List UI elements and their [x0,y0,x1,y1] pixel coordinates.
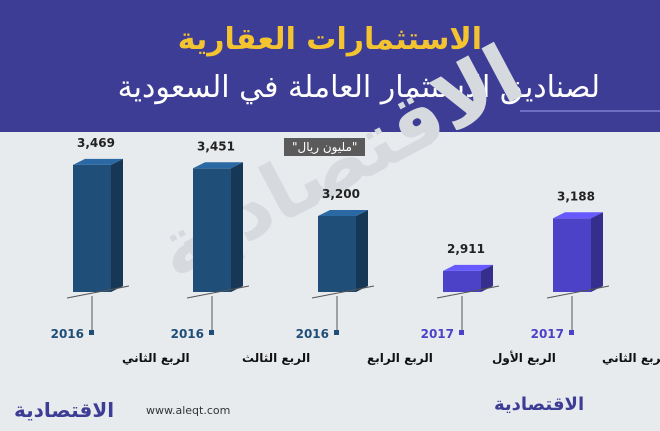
axis-break-2 [186,285,250,299]
bar-side-3 [356,210,368,292]
bar-top-4 [443,264,493,271]
bar-side-2 [231,162,243,292]
quarter-label-2: الربع الثالث [242,351,310,365]
bar-side-4 [481,264,493,292]
bar-5 [553,218,591,292]
header-divider [520,110,660,112]
bar-4 [443,270,481,292]
year-marker-5 [569,330,574,335]
value-label-2: 3,451 [197,139,235,153]
axis-break-3 [311,285,375,299]
bar-1 [73,164,111,292]
year-marker-2 [209,330,214,335]
year-marker-4 [459,330,464,335]
bar-2 [193,168,231,292]
axis-break-5 [546,285,610,299]
value-label-1: 3,469 [77,136,115,150]
value-label-3: 3,200 [322,187,360,201]
axis-break-1 [66,285,130,299]
bar-top-1 [73,158,123,165]
quarter-label-4: الربع الأول [492,350,556,366]
bar-side-1 [111,158,123,292]
year-marker-3 [334,330,339,335]
value-label-4: 2,911 [447,242,485,256]
bar-side-5 [591,212,603,292]
logo-right: الاقتصادية [494,394,585,415]
year-label-2: 2016 [171,327,204,341]
site-url: www.aleqt.com [146,404,231,417]
bar-chart: 3,469 2016 الربع الثاني 3,451 2016 الربع الثا… [51,136,660,366]
bar-top-2 [193,162,243,169]
unit-label: "مليون ريال" [284,138,366,156]
value-label-5: 3,188 [557,189,595,203]
year-label-1: 2016 [51,327,84,341]
page-title: الاستثمارات العقارية [177,22,482,57]
page-subtitle: لصناديق الاستثمار العاملة في السعودية [117,70,600,105]
quarter-label-3: الربع الرابع [367,351,433,365]
bar-top-5 [553,212,603,219]
logo-left: الاقتصادية [14,398,115,422]
quarter-label-1: الربع الثاني [122,351,190,365]
year-label-3: 2016 [296,327,329,341]
bar-top-3 [318,210,368,216]
quarter-label-5: الربع الثاني [602,351,660,365]
bar-3 [318,216,356,292]
header-band: الاستثمارات العقارية لصناديق الاستثمار ا… [0,0,660,132]
year-marker-1 [89,330,94,335]
axis-break-4 [436,285,500,299]
year-label-4: 2017 [421,327,454,341]
year-label-5: 2017 [531,327,564,341]
